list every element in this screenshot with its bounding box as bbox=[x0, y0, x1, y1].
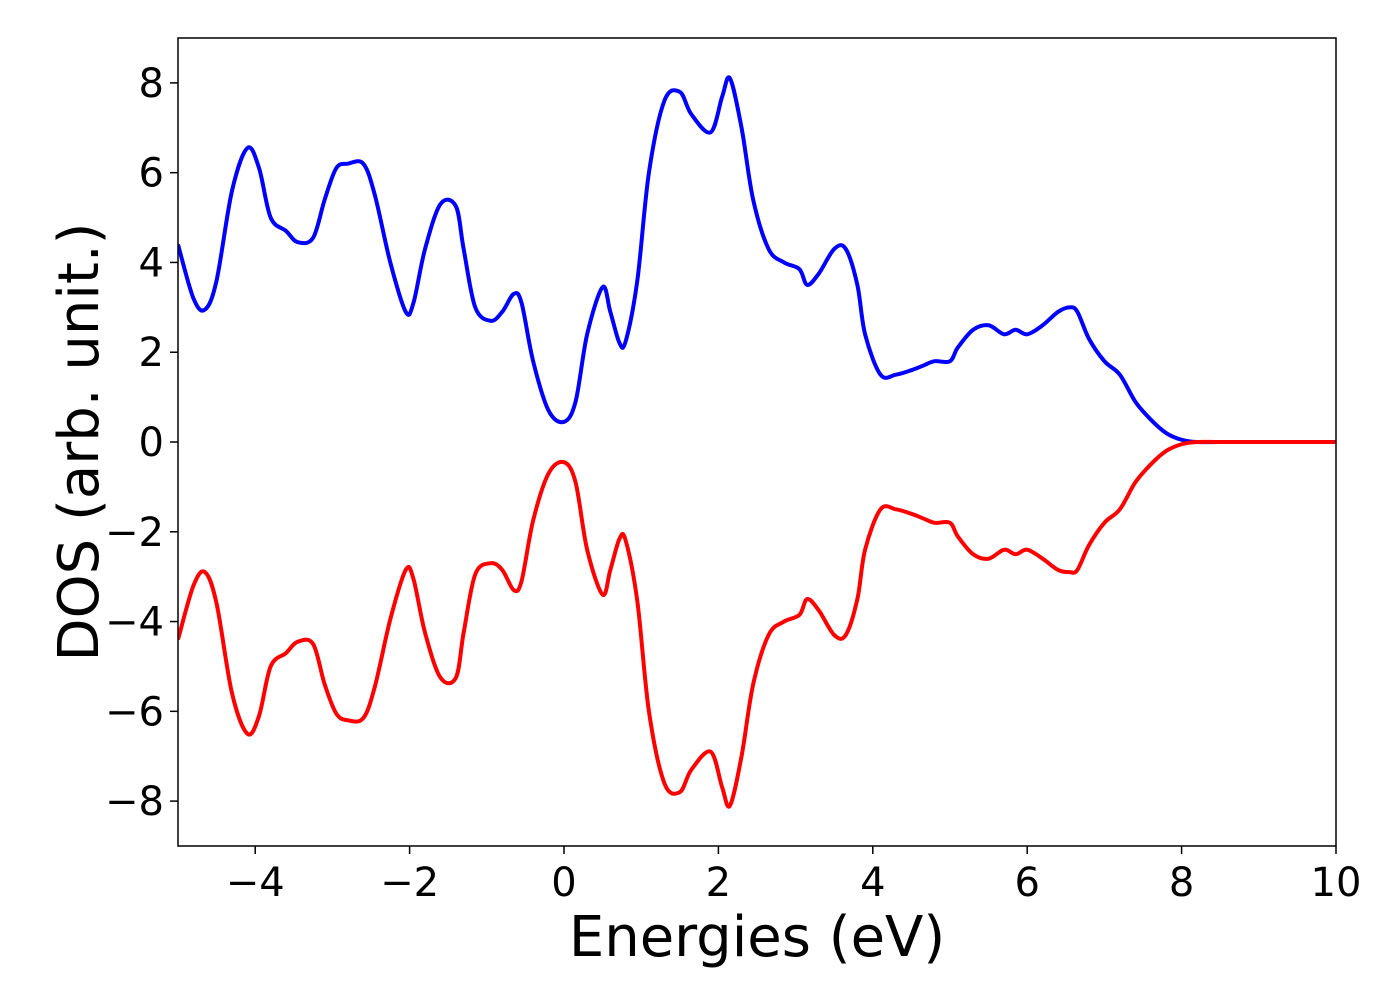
y-tick-label: 8 bbox=[139, 61, 164, 107]
y-tick-label: −2 bbox=[105, 510, 164, 556]
x-tick-label: 8 bbox=[1169, 860, 1194, 906]
y-axis-label: DOS (arb. unit.) bbox=[47, 222, 112, 661]
x-axis: −4 −2 0 2 4 6 8 10 bbox=[226, 846, 1362, 906]
x-tick-label: 2 bbox=[706, 860, 731, 906]
series-line-1 bbox=[178, 439, 1336, 809]
series-layer bbox=[178, 75, 1336, 809]
y-axis: −8 −6 −4 −2 0 2 4 6 8 bbox=[105, 61, 178, 825]
series-line-0 bbox=[178, 75, 1336, 445]
x-axis-label: Energies (eV) bbox=[569, 905, 945, 970]
y-tick-label: 4 bbox=[139, 240, 164, 286]
x-tick-label: −2 bbox=[380, 860, 439, 906]
y-tick-label: 0 bbox=[139, 420, 164, 466]
y-tick-label: 6 bbox=[139, 151, 164, 197]
x-tick-label: 4 bbox=[860, 860, 885, 906]
x-tick-label: −4 bbox=[226, 860, 285, 906]
x-tick-label: 10 bbox=[1311, 860, 1362, 906]
y-tick-label: −8 bbox=[105, 779, 164, 825]
y-tick-label: 2 bbox=[139, 330, 164, 376]
plot-frame bbox=[177, 37, 1337, 847]
x-tick-label: 0 bbox=[551, 860, 576, 906]
y-tick-label: −4 bbox=[105, 600, 164, 646]
x-tick-label: 6 bbox=[1014, 860, 1039, 906]
y-tick-label: −6 bbox=[105, 689, 164, 735]
